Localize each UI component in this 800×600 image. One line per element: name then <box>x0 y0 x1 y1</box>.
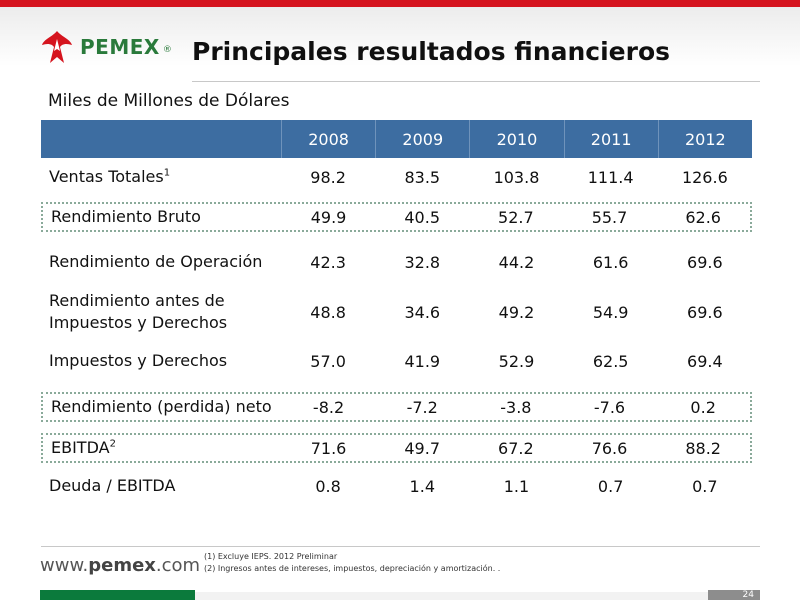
logo-wordmark: PEMEX <box>80 35 160 59</box>
row-label: Ventas Totales1 <box>41 166 281 188</box>
units-subtitle: Miles de Millones de Dólares <box>48 91 290 111</box>
year-header: 2009 <box>375 120 469 158</box>
table-cell: -8.2 <box>312 397 345 417</box>
table-cell: 69.6 <box>687 252 723 272</box>
website-link[interactable]: www.pemex.com <box>40 555 200 576</box>
url-prefix: www. <box>40 555 89 576</box>
table-header-row: 2008 2009 2010 2011 2012 <box>41 120 752 158</box>
table-cell: 0.7 <box>597 476 624 496</box>
table-cell: 49.2 <box>498 302 535 322</box>
table-cell: 48.8 <box>310 302 346 322</box>
year-header: 2012 <box>657 120 752 158</box>
page-title: Principales resultados financieros <box>192 37 671 66</box>
year-header: 2008 <box>281 120 375 158</box>
table-cell: 61.6 <box>592 252 629 272</box>
header-label-cell <box>41 120 281 158</box>
table-cell: 71.6 <box>310 438 347 458</box>
year-header: 2010 <box>469 120 563 158</box>
url-suffix: .com <box>155 555 201 576</box>
table-cell: 98.2 <box>310 167 346 187</box>
table-row-highlighted: Rendimiento Bruto 49.9 40.5 52.7 55.7 62… <box>41 202 752 232</box>
top-accent-bar <box>0 0 800 7</box>
table-cell: 62.6 <box>685 207 721 227</box>
table-cell: 1.4 <box>409 476 435 496</box>
table-cell: 83.5 <box>404 167 441 187</box>
table-cell: 40.5 <box>404 207 440 227</box>
table-cell: 32.8 <box>404 252 441 272</box>
table-cell: 69.4 <box>687 351 723 371</box>
table-cell: 54.9 <box>592 302 629 322</box>
table-row: Deuda / EBITDA 0.8 1.4 1.1 0.7 0.7 <box>41 471 752 501</box>
row-label-text: EBITDA <box>51 438 110 457</box>
table-cell: 42.3 <box>310 252 346 272</box>
table-cell: -3.8 <box>500 397 532 417</box>
pemex-logo: PEMEX ® <box>40 27 172 67</box>
year-header: 2011 <box>563 120 658 158</box>
footer-green-bar <box>40 590 195 600</box>
slide-header: PEMEX ® Principales resultados financier… <box>0 7 800 82</box>
row-label: Rendimiento de Operación <box>49 252 263 271</box>
table-row: Impuestos y Derechos 57.0 41.9 52.9 62.5… <box>41 346 752 376</box>
table-row: Rendimiento antes de Impuestos y Derecho… <box>41 289 752 335</box>
url-domain: pemex <box>88 555 156 576</box>
footnote-2: (2) Ingresos antes de intereses, impuest… <box>204 564 501 573</box>
row-label-line: Impuestos y Derechos <box>49 313 228 332</box>
footer-divider <box>41 546 760 547</box>
table-row-highlighted: Rendimiento (perdida) neto -8.2 -7.2 -3.… <box>41 392 752 422</box>
table-cell: 76.6 <box>591 438 628 458</box>
row-label: EBITDA2 <box>43 437 282 459</box>
row-label: Rendimiento (perdida) neto <box>51 397 272 416</box>
table-cell: 0.7 <box>692 476 718 496</box>
table-cell: -7.6 <box>593 397 626 417</box>
row-label: Rendimiento Bruto <box>51 207 201 226</box>
table-row: Ventas Totales1 98.2 83.5 103.8 111.4 12… <box>41 162 752 192</box>
table-cell: 52.9 <box>498 351 535 371</box>
table-cell: 41.9 <box>404 351 441 371</box>
row-label: Impuestos y Derechos <box>49 351 228 370</box>
table-cell: 69.6 <box>687 302 723 322</box>
footnotes: (1) Excluye IEPS. 2012 Preliminar (2) In… <box>204 551 500 575</box>
table-cell: 34.6 <box>404 302 441 322</box>
eagle-logo-icon <box>42 31 72 63</box>
financial-results-table: 2008 2009 2010 2011 2012 <box>41 120 752 158</box>
footnote-1: (1) Excluye IEPS. 2012 Preliminar <box>204 552 338 561</box>
table-row-highlighted: EBITDA2 71.6 49.7 67.2 76.6 88.2 <box>41 433 752 463</box>
row-label-text: Ventas Totales <box>49 167 164 186</box>
table-cell: 49.7 <box>404 438 440 458</box>
row-label: Rendimiento antes de Impuestos y Derecho… <box>41 290 281 334</box>
table-cell: 88.2 <box>685 438 721 458</box>
footer-bar <box>195 592 708 600</box>
page-number: 24 <box>708 590 760 600</box>
table-cell: 0.2 <box>690 397 716 417</box>
row-label: Deuda / EBITDA <box>49 476 176 495</box>
registered-mark: ® <box>162 45 172 55</box>
header-divider <box>192 81 760 82</box>
footnote-marker: 2 <box>109 438 116 450</box>
footnote-marker: 1 <box>163 167 171 179</box>
table-cell: 1.1 <box>503 476 530 496</box>
table-cell: 57.0 <box>310 351 346 371</box>
table-cell: 49.9 <box>310 207 347 227</box>
table-row: Rendimiento de Operación 42.3 32.8 44.2 … <box>41 247 752 277</box>
table-cell: 55.7 <box>591 207 628 227</box>
table-cell: 126.6 <box>681 167 728 187</box>
table-cell: -7.2 <box>406 397 438 417</box>
table-cell: 52.7 <box>498 207 534 227</box>
table-cell: 62.5 <box>592 351 629 371</box>
table-cell: 111.4 <box>587 167 634 187</box>
row-label-line: Rendimiento antes de <box>49 291 225 310</box>
table-cell: 103.8 <box>493 167 540 187</box>
table-cell: 44.2 <box>498 252 535 272</box>
table-cell: 67.2 <box>498 438 534 458</box>
table-cell: 0.8 <box>315 476 341 496</box>
